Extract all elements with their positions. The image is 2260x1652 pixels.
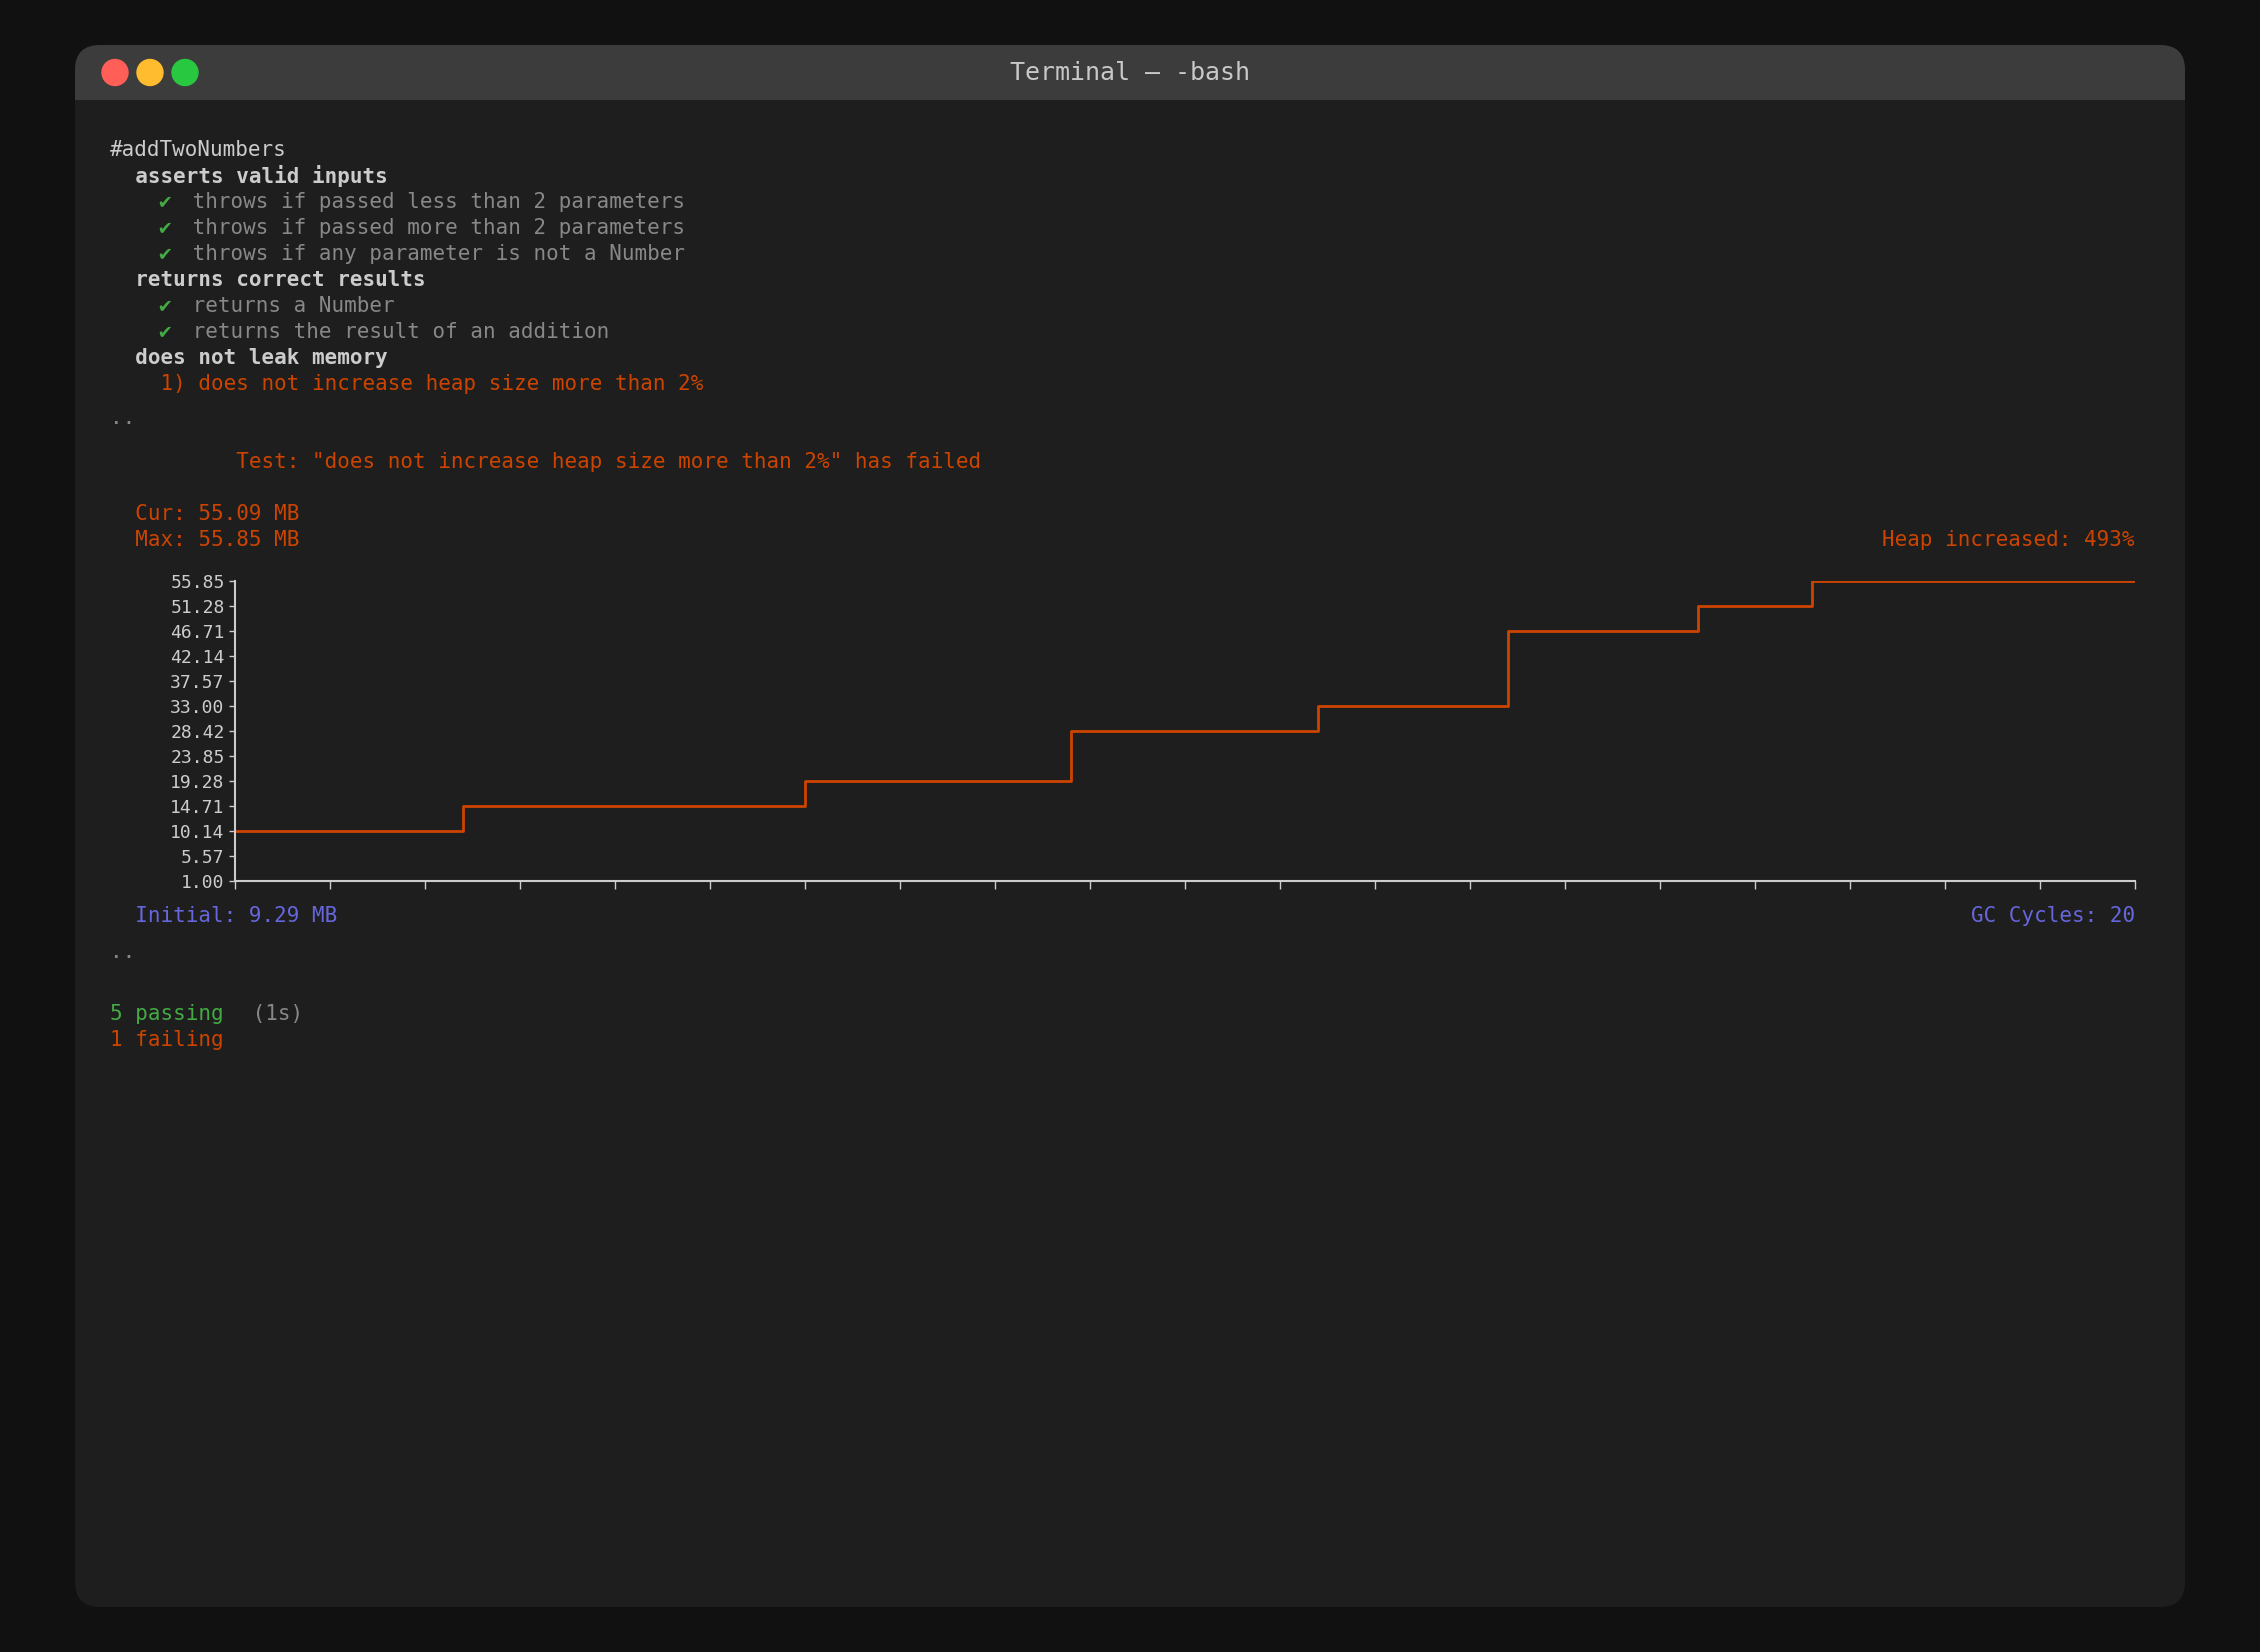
Text: ..: .. [111, 942, 136, 961]
Text: 1 failing: 1 failing [111, 1029, 224, 1051]
Text: 1) does not increase heap size more than 2%: 1) does not increase heap size more than… [111, 373, 703, 393]
Text: Max: 55.85 MB: Max: 55.85 MB [111, 530, 298, 550]
Text: ✔: ✔ [158, 296, 170, 316]
Text: returns a Number: returns a Number [181, 296, 396, 316]
Text: (1s): (1s) [240, 1004, 303, 1024]
Bar [75, 73, 2185, 101]
FancyBboxPatch shape [75, 45, 2185, 1607]
Text: ..: .. [111, 408, 136, 428]
Text: 5 passing: 5 passing [111, 1004, 224, 1024]
Text: asserts valid inputs: asserts valid inputs [111, 165, 389, 187]
Text: throws if any parameter is not a Number: throws if any parameter is not a Number [181, 244, 685, 264]
Text: throws if passed less than 2 parameters: throws if passed less than 2 parameters [181, 192, 685, 211]
Text: GC Cycles: 20: GC Cycles: 20 [1971, 905, 2136, 927]
Text: Test: "does not increase heap size more than 2%" has failed: Test: "does not increase heap size more … [111, 453, 981, 472]
Text: ✔: ✔ [158, 192, 170, 211]
Text: Terminal — -bash: Terminal — -bash [1010, 61, 1250, 84]
Text: returns correct results: returns correct results [111, 269, 425, 291]
Circle shape [138, 59, 163, 86]
Text: Heap increased: 493%: Heap increased: 493% [1883, 530, 2136, 550]
Circle shape [172, 59, 199, 86]
Text: #addTwoNumbers: #addTwoNumbers [111, 140, 287, 160]
Text: returns the result of an addition: returns the result of an addition [181, 322, 610, 342]
Text: ✔: ✔ [158, 218, 170, 238]
Text: ✔: ✔ [158, 244, 170, 264]
Text: ✔: ✔ [158, 322, 170, 342]
FancyBboxPatch shape [75, 45, 2185, 101]
Text: Initial: 9.29 MB: Initial: 9.29 MB [111, 905, 337, 927]
Text: does not leak memory: does not leak memory [111, 349, 389, 368]
Text: Cur: 55.09 MB: Cur: 55.09 MB [111, 504, 298, 524]
Circle shape [102, 59, 129, 86]
Text: throws if passed more than 2 parameters: throws if passed more than 2 parameters [181, 218, 685, 238]
